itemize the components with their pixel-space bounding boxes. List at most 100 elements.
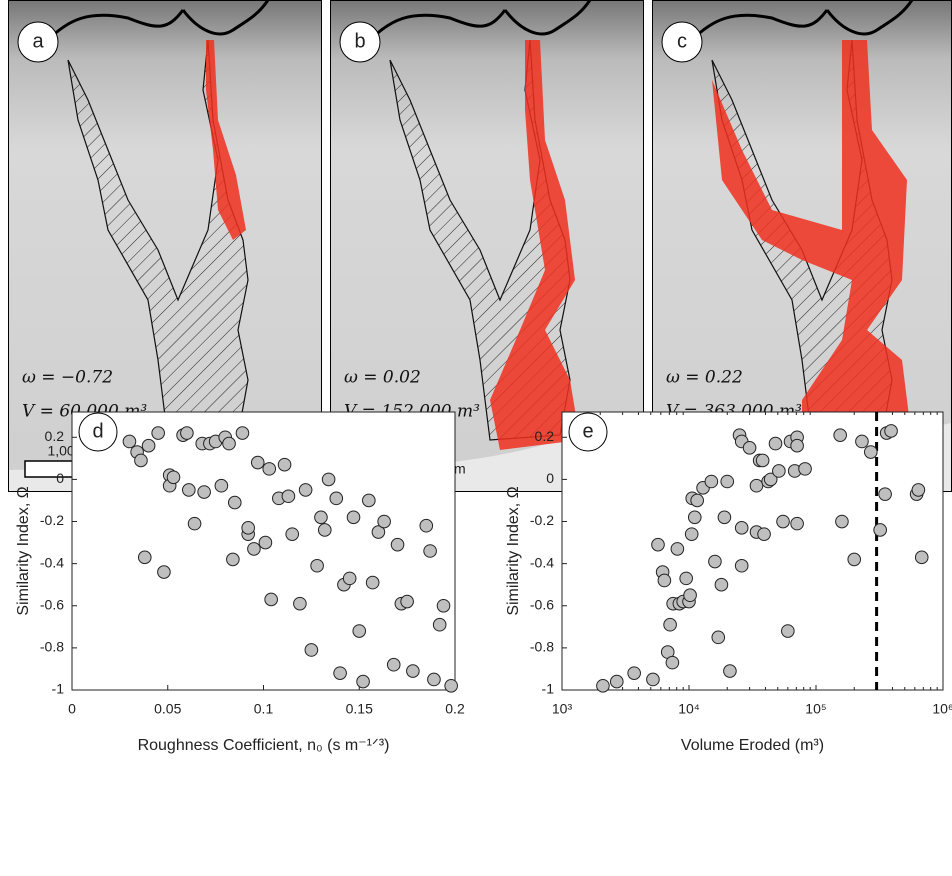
point (687, 510, 702, 525)
point (711, 630, 726, 645)
point (321, 472, 336, 487)
y-tick-label: -0.6 (530, 596, 554, 612)
point (285, 527, 300, 541)
map-panel: bω = 0.02V = 152,000 m³1,000mN (330, 0, 644, 492)
omega-label: ω = −0.72 (22, 368, 113, 388)
point (386, 657, 401, 672)
point (873, 523, 887, 537)
ridge-line (690, 0, 914, 42)
point (197, 485, 211, 499)
y-tick-label: -1 (52, 681, 65, 697)
y-tick-label: -0.8 (40, 639, 64, 655)
point (365, 575, 380, 590)
panel-label: a (32, 30, 44, 52)
point (227, 495, 242, 510)
ridge-line (368, 0, 592, 42)
point (400, 594, 414, 609)
x-tick-label: 0 (68, 701, 76, 717)
point (776, 514, 790, 529)
x-tick-label: 10³ (552, 701, 573, 717)
ridge-line (46, 0, 270, 42)
point (790, 438, 804, 453)
y-tick-label: -0.8 (530, 639, 554, 655)
point (371, 525, 386, 539)
point (683, 588, 697, 603)
y-tick-label: -0.2 (530, 512, 554, 528)
panel-label: b (354, 30, 365, 52)
point (790, 516, 804, 531)
x-tick-label: 10⁵ (805, 701, 826, 717)
point (264, 592, 278, 607)
y-tick-label: 0 (56, 470, 64, 486)
point (432, 617, 447, 632)
point (627, 666, 641, 680)
point (310, 558, 324, 573)
point (293, 596, 307, 611)
x-tick-label: 0.1 (254, 701, 274, 717)
panel-label-circle (78, 412, 118, 452)
y-tick-label: -0.4 (530, 554, 554, 570)
point (763, 472, 778, 487)
point (352, 624, 367, 638)
scale-unit: m (454, 461, 466, 477)
x-axis-label: Volume Eroded (m³) (681, 737, 824, 754)
flow-extent (712, 40, 912, 450)
plot-area (561, 411, 944, 691)
point (187, 516, 202, 531)
point (226, 552, 240, 567)
point (663, 617, 677, 632)
point (847, 552, 862, 567)
point (755, 453, 770, 468)
point (651, 537, 665, 552)
point (742, 441, 757, 455)
point (346, 510, 361, 525)
point (914, 550, 929, 565)
omega-label: ω = 0.22 (666, 368, 743, 388)
point (166, 470, 181, 485)
point (708, 554, 722, 569)
map-content (330, 0, 644, 492)
point (749, 478, 764, 493)
point (436, 598, 451, 613)
point (670, 542, 685, 556)
point (768, 436, 783, 451)
y-axis-label: Similarity Index, Ω (15, 486, 32, 615)
x-tick-label: 10⁴ (678, 701, 700, 717)
point (679, 571, 693, 586)
point (356, 674, 370, 689)
point (241, 521, 255, 535)
point (180, 426, 194, 440)
map-content (652, 0, 952, 492)
point (342, 571, 357, 586)
point (723, 664, 737, 678)
point (833, 428, 847, 442)
point (314, 510, 328, 525)
point (884, 424, 898, 438)
y-tick-label: -0.2 (40, 512, 64, 528)
flow-extent (490, 40, 580, 450)
panel-label-circle (661, 21, 703, 63)
point (596, 678, 610, 693)
point (362, 493, 376, 508)
point (720, 474, 735, 489)
x-tick-label: 10⁶ (932, 701, 952, 717)
y-tick-label: -0.6 (40, 596, 64, 612)
point (427, 672, 441, 687)
panel-label: e (582, 420, 593, 442)
point (258, 535, 273, 550)
point (141, 438, 156, 453)
flow-extent (206, 40, 246, 240)
point (277, 457, 292, 472)
point (329, 491, 344, 506)
point (690, 493, 704, 508)
point (250, 455, 265, 470)
panel-label-circle (17, 21, 59, 63)
point (863, 445, 878, 459)
point (317, 523, 332, 537)
panel-label-circle (568, 412, 608, 452)
x-axis-label: Roughness Coefficient, n₀ (s m⁻¹ᐟ³) (138, 737, 390, 754)
panel-label: c (677, 30, 687, 52)
point (781, 624, 795, 638)
y-axis-label: Similarity Index, Ω (505, 486, 522, 615)
